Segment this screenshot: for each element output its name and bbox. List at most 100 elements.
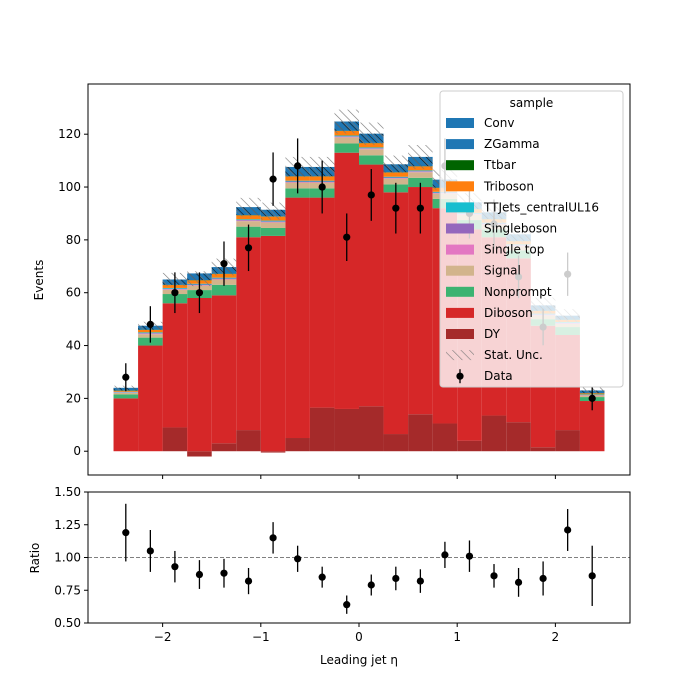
bar-diboson-0 [113, 398, 139, 452]
main-y-tick-label-2: 40 [66, 339, 81, 353]
legend-swatch-ttjets-centralul16 [446, 202, 474, 213]
stat-unc-band-10 [359, 122, 384, 145]
ratio-point-18 [564, 526, 572, 534]
ratio-y-tick-label-2: 1.00 [54, 551, 81, 565]
legend-swatch-diboson [446, 307, 474, 318]
ratio-y-tick-label-3: 1.25 [54, 518, 81, 532]
bar-dy-10 [359, 406, 384, 452]
ratio-point-14 [465, 552, 474, 560]
data-point-7 [294, 162, 302, 170]
ratio-point-15 [490, 572, 498, 580]
bar-triboson-0 [113, 390, 139, 392]
bar-dy-9 [334, 408, 359, 452]
ratio-y-tick-label-1: 0.75 [54, 583, 81, 597]
bar-ttjets-centralul16-12 [408, 170, 433, 172]
legend-box [439, 90, 624, 388]
legend-label-signal: Signal [484, 264, 521, 278]
legend: sample Conv ZGamma Ttbar Triboson TTJets_cent… [439, 90, 624, 388]
bar-singleboson-6 [260, 221, 286, 222]
bar-single-top-12 [408, 171, 433, 173]
main-y-tick-label-4: 80 [66, 233, 81, 247]
legend-swatch-ttbar [446, 160, 474, 171]
bar-signal-12 [408, 172, 433, 178]
bar-diboson-4 [211, 295, 237, 444]
legend-label-conv: Conv [484, 116, 514, 130]
x-tick-label-3: 1 [453, 630, 461, 644]
stat-unc-band-5 [236, 197, 261, 217]
bar-dy-7 [285, 438, 310, 452]
main-y-tick-label-5: 100 [58, 180, 81, 194]
bar-dy-13 [432, 423, 458, 452]
ratio-point-5 [244, 577, 253, 585]
ratio-point-2 [171, 563, 179, 571]
bar-single-top-10 [359, 148, 384, 150]
bar-nonprompt-9 [334, 143, 359, 153]
legend-label-ttjets-centralul16: TTJets_centralUL16 [483, 200, 599, 214]
bar-ttjets-centralul16-0 [113, 391, 139, 393]
data-point-6 [269, 175, 277, 183]
bar-diboson-6 [260, 235, 286, 452]
bar-diboson-1 [138, 345, 163, 452]
ratio-point-7 [294, 555, 302, 563]
bar-ttjets-centralul16-5 [236, 219, 261, 221]
bar-nonprompt-10 [359, 155, 384, 165]
ratio-y-tick-label-0: 0.50 [54, 616, 81, 630]
bar-dy-2 [162, 427, 188, 452]
bar-dy-11 [383, 434, 409, 452]
stat-unc-band-11 [383, 155, 409, 174]
bar-nonprompt-6 [260, 227, 286, 236]
main-y-tick-label-0: 0 [73, 444, 81, 458]
legend-label-ttbar: Ttbar [483, 158, 516, 172]
x-tick-label-1: −1 [252, 630, 270, 644]
legend-label-zgamma: ZGamma [484, 137, 540, 151]
legend-swatch-single-top [446, 244, 474, 255]
bar-dy-6 [260, 451, 286, 453]
bar-signal-10 [359, 149, 384, 156]
ratio-point-11 [392, 574, 400, 583]
ratio-x-axis: −2 −1 0 1 2 [154, 623, 559, 644]
legend-label-triboson: Triboson [483, 179, 534, 193]
ratio-point-1 [146, 547, 154, 555]
ratio-point-0 [122, 529, 130, 537]
legend-swatch-singleboson [446, 223, 474, 234]
legend-label-dy: DY [484, 327, 501, 341]
data-point-3 [195, 289, 204, 297]
data-point-2 [171, 289, 179, 297]
legend-swatch-nonprompt [446, 286, 474, 297]
ratio-point-3 [195, 570, 204, 579]
bar-singleboson-11 [383, 177, 409, 179]
bar-nonprompt-0 [113, 394, 139, 399]
x-tick-label-2: 0 [355, 630, 363, 644]
ratio-panel: 0.50 0.75 1.00 1.25 1.50 −2 −1 0 1 2 Ratio Leadi… [28, 485, 631, 667]
bar-dy-18 [555, 430, 580, 452]
ratio-point-10 [367, 581, 375, 589]
bar-triboson-10 [359, 143, 384, 148]
data-point-9 [343, 233, 351, 241]
legend-swatch-zgamma [446, 139, 474, 150]
ratio-point-17 [539, 574, 547, 583]
data-point-4 [220, 260, 228, 268]
stat-unc-band-9 [334, 109, 359, 134]
legend-title: sample [510, 96, 554, 110]
bar-ttjets-centralul16-10 [359, 147, 384, 149]
main-y-axis: 0 20 40 60 80 100 120 [58, 127, 88, 458]
legend-label-stat-unc: Stat. Unc. [484, 348, 543, 362]
bar-diboson-7 [285, 197, 310, 439]
bar-triboson-5 [236, 215, 261, 220]
bar-singleboson-9 [334, 136, 359, 137]
ratio-point-6 [269, 534, 277, 542]
main-x-axis [162, 475, 556, 479]
main-panel: 0 20 40 60 80 100 120 Events sample Conv ZGamma T… [32, 83, 631, 479]
bar-dy-15 [481, 415, 507, 452]
bar-ttjets-centralul16-9 [334, 135, 359, 137]
x-tick-label-4: 2 [552, 630, 560, 644]
ratio-point-19 [588, 572, 596, 580]
bar-dy-14 [457, 440, 482, 452]
main-y-axis-label: Events [32, 260, 46, 301]
bar-singleboson-10 [359, 148, 384, 149]
data-point-8 [318, 183, 326, 191]
legend-swatch-signal [446, 265, 474, 276]
bar-nonprompt-12 [408, 177, 433, 188]
bar-diboson-9 [334, 152, 359, 409]
legend-label-singleboson: Singleboson [484, 222, 557, 236]
